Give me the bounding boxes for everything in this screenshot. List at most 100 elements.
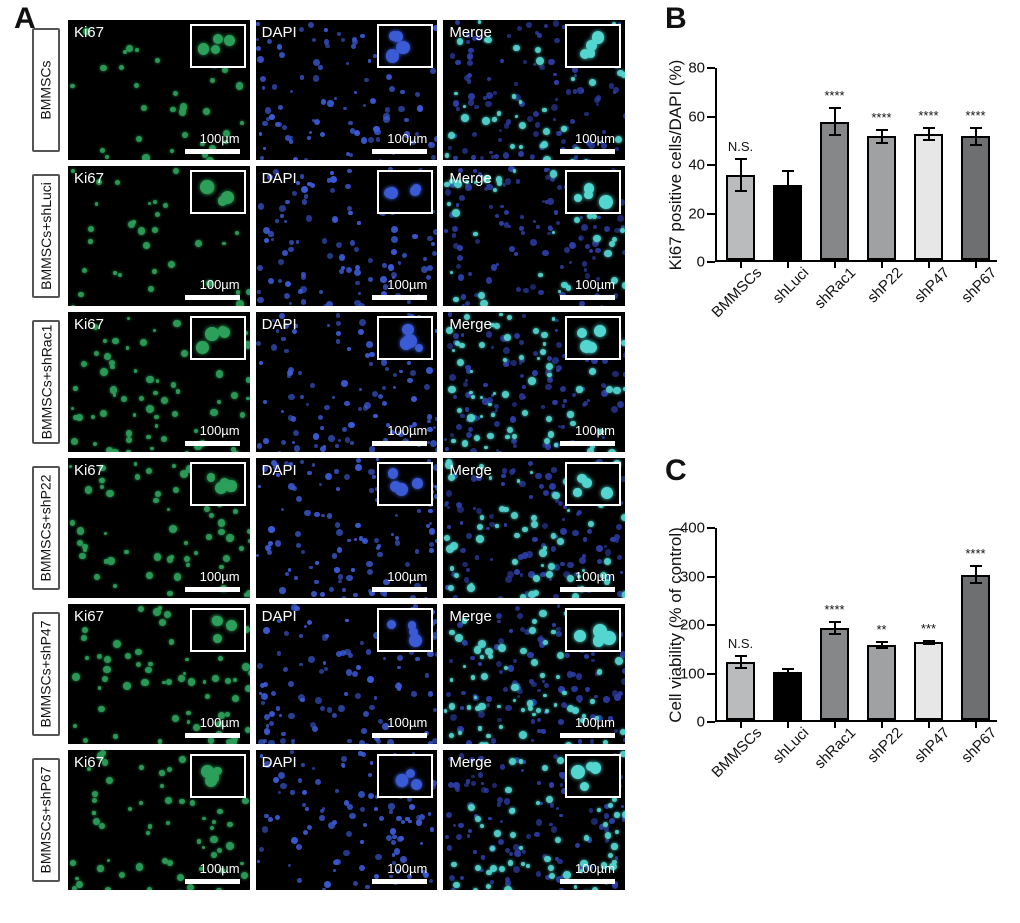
scale-text: 100µm [200,715,240,730]
micrograph-inset [190,462,246,506]
channel-label: DAPI [262,24,297,41]
channel-label: DAPI [262,462,297,479]
micrograph-dapi: DAPI 100µm [256,166,438,306]
micrograph-inset [565,170,621,214]
y-tick-label: 20 [688,205,717,222]
error-bar [881,129,883,144]
scale-text: 100µm [200,277,240,292]
figure: A B C BMMSCsKi67100µmDAPI100µmMerge100µm… [0,0,1020,923]
plot-area: 0100200300400N.S.BMMSCsshLuci****shRac1*… [715,528,997,722]
scale-text: 100µm [575,277,615,292]
scale-text: 100µm [387,715,427,730]
scale-text: 100µm [200,861,240,876]
x-tick-label: shP22 [859,720,905,766]
micrograph-inset [190,316,246,360]
micrograph-ki67: Ki67 100µm [68,458,250,598]
scale-text: 100µm [200,131,240,146]
error-bar [787,668,789,676]
micrograph-merge: Merge100µm [443,458,625,598]
micrograph-inset [377,316,433,360]
micrograph-dapi: DAPI100µm [256,20,438,160]
channel-label: Ki67 [74,608,104,625]
micrograph-merge: Merge 100µm [443,604,625,744]
channel-label: Merge [449,754,492,771]
micrograph-inset [377,170,433,214]
panel-A-row: BMMSCsKi67100µmDAPI100µmMerge100µm [30,20,625,160]
bar [867,136,896,260]
scale-bar [560,587,615,592]
micrograph-merge: Merge100µm [443,750,625,890]
micrograph-merge: Merge 100µm [443,312,625,452]
panel-B-bar-chart: Ki67 positive cells/DAPI (%) 020406080N.S… [660,40,1005,360]
significance-annotation: **** [871,110,891,125]
scale-text: 100µm [575,423,615,438]
y-tick-label: 0 [697,714,717,731]
panel-letter-C: C [665,454,687,488]
micrograph-inset [377,608,433,652]
scale-bar [185,149,240,154]
error-bar [975,565,977,584]
micrograph-dapi: DAPI100µm [256,604,438,744]
micrograph-dapi: DAPI100µm [256,458,438,598]
channel-label: Merge [449,316,492,333]
significance-annotation: N.S. [728,139,753,154]
micrograph-ki67: Ki67 100µm [68,750,250,890]
error-bar [881,641,883,649]
bar [914,642,943,720]
panel-A-micrograph-grid: BMMSCs Ki67 100µm DAPI 100µm Merge 100µm BMMSCs… [30,20,625,896]
micrograph-dapi: DAPI100µm [256,750,438,890]
scale-bar [560,879,615,884]
scale-text: 100µm [387,277,427,292]
bar [914,134,943,260]
micrograph-ki67: Ki67100µm [68,166,250,306]
bar [961,136,990,260]
row-label: BMMSCs+shP67 [32,758,60,882]
channel-label: DAPI [262,170,297,187]
micrograph-ki67: Ki67100µm [68,312,250,452]
scale-bar [560,149,615,154]
row-label: BMMSCs+shLuci [32,174,60,298]
error-bar [787,170,789,199]
significance-annotation: ** [876,622,886,637]
channel-label: Merge [449,608,492,625]
channel-label: Merge [449,170,492,187]
scale-text: 100µm [387,423,427,438]
y-tick-label: 0 [697,254,717,271]
plot-area: 020406080N.S.BMMSCsshLuci****shRac1****s… [715,68,997,262]
scale-text: 100µm [387,861,427,876]
micrograph-inset [377,24,433,68]
bar [961,575,990,721]
significance-annotation: *** [921,621,936,636]
bar [773,672,802,721]
micrograph-merge: Merge 100µm [443,166,625,306]
y-axis-title: Ki67 positive cells/DAPI (%) [666,60,686,271]
panel-A-row: BMMSCs+shP47Ki67100µmDAPI100µmMerge100µm [30,604,625,744]
scale-text: 100µm [575,131,615,146]
channel-label: Ki67 [74,462,104,479]
row-label: BMMSCs [32,28,60,152]
x-tick-label: shP67 [953,720,999,766]
panel-A-row: BMMSCs+shLuci Ki67100µm DAPI 100µm Merge 100µ… [30,166,625,306]
y-tick-label: 200 [680,617,717,634]
channel-label: Ki67 [74,754,104,771]
scale-text: 100µm [200,569,240,584]
panel-A-row: BMMSCs+shP22Ki67100µmDAPI100µmMerge100µm [30,458,625,598]
scale-bar [372,587,427,592]
scale-text: 100µm [575,715,615,730]
scale-bar [560,733,615,738]
micrograph-inset [565,24,621,68]
y-tick-label: 40 [688,157,717,174]
micrograph-inset [377,462,433,506]
micrograph-inset [565,316,621,360]
channel-label: Ki67 [74,316,104,333]
y-tick-label: 400 [680,520,717,537]
micrograph-inset [565,608,621,652]
significance-annotation: **** [965,108,985,123]
y-tick-label: 300 [680,568,717,585]
bar [867,645,896,720]
micrograph-inset [190,170,246,214]
panel-C-bar-chart: Cell viability (% of control)01002003004… [660,500,1005,820]
scale-bar [372,879,427,884]
channel-label: DAPI [262,316,297,333]
channel-label: Merge [449,24,492,41]
